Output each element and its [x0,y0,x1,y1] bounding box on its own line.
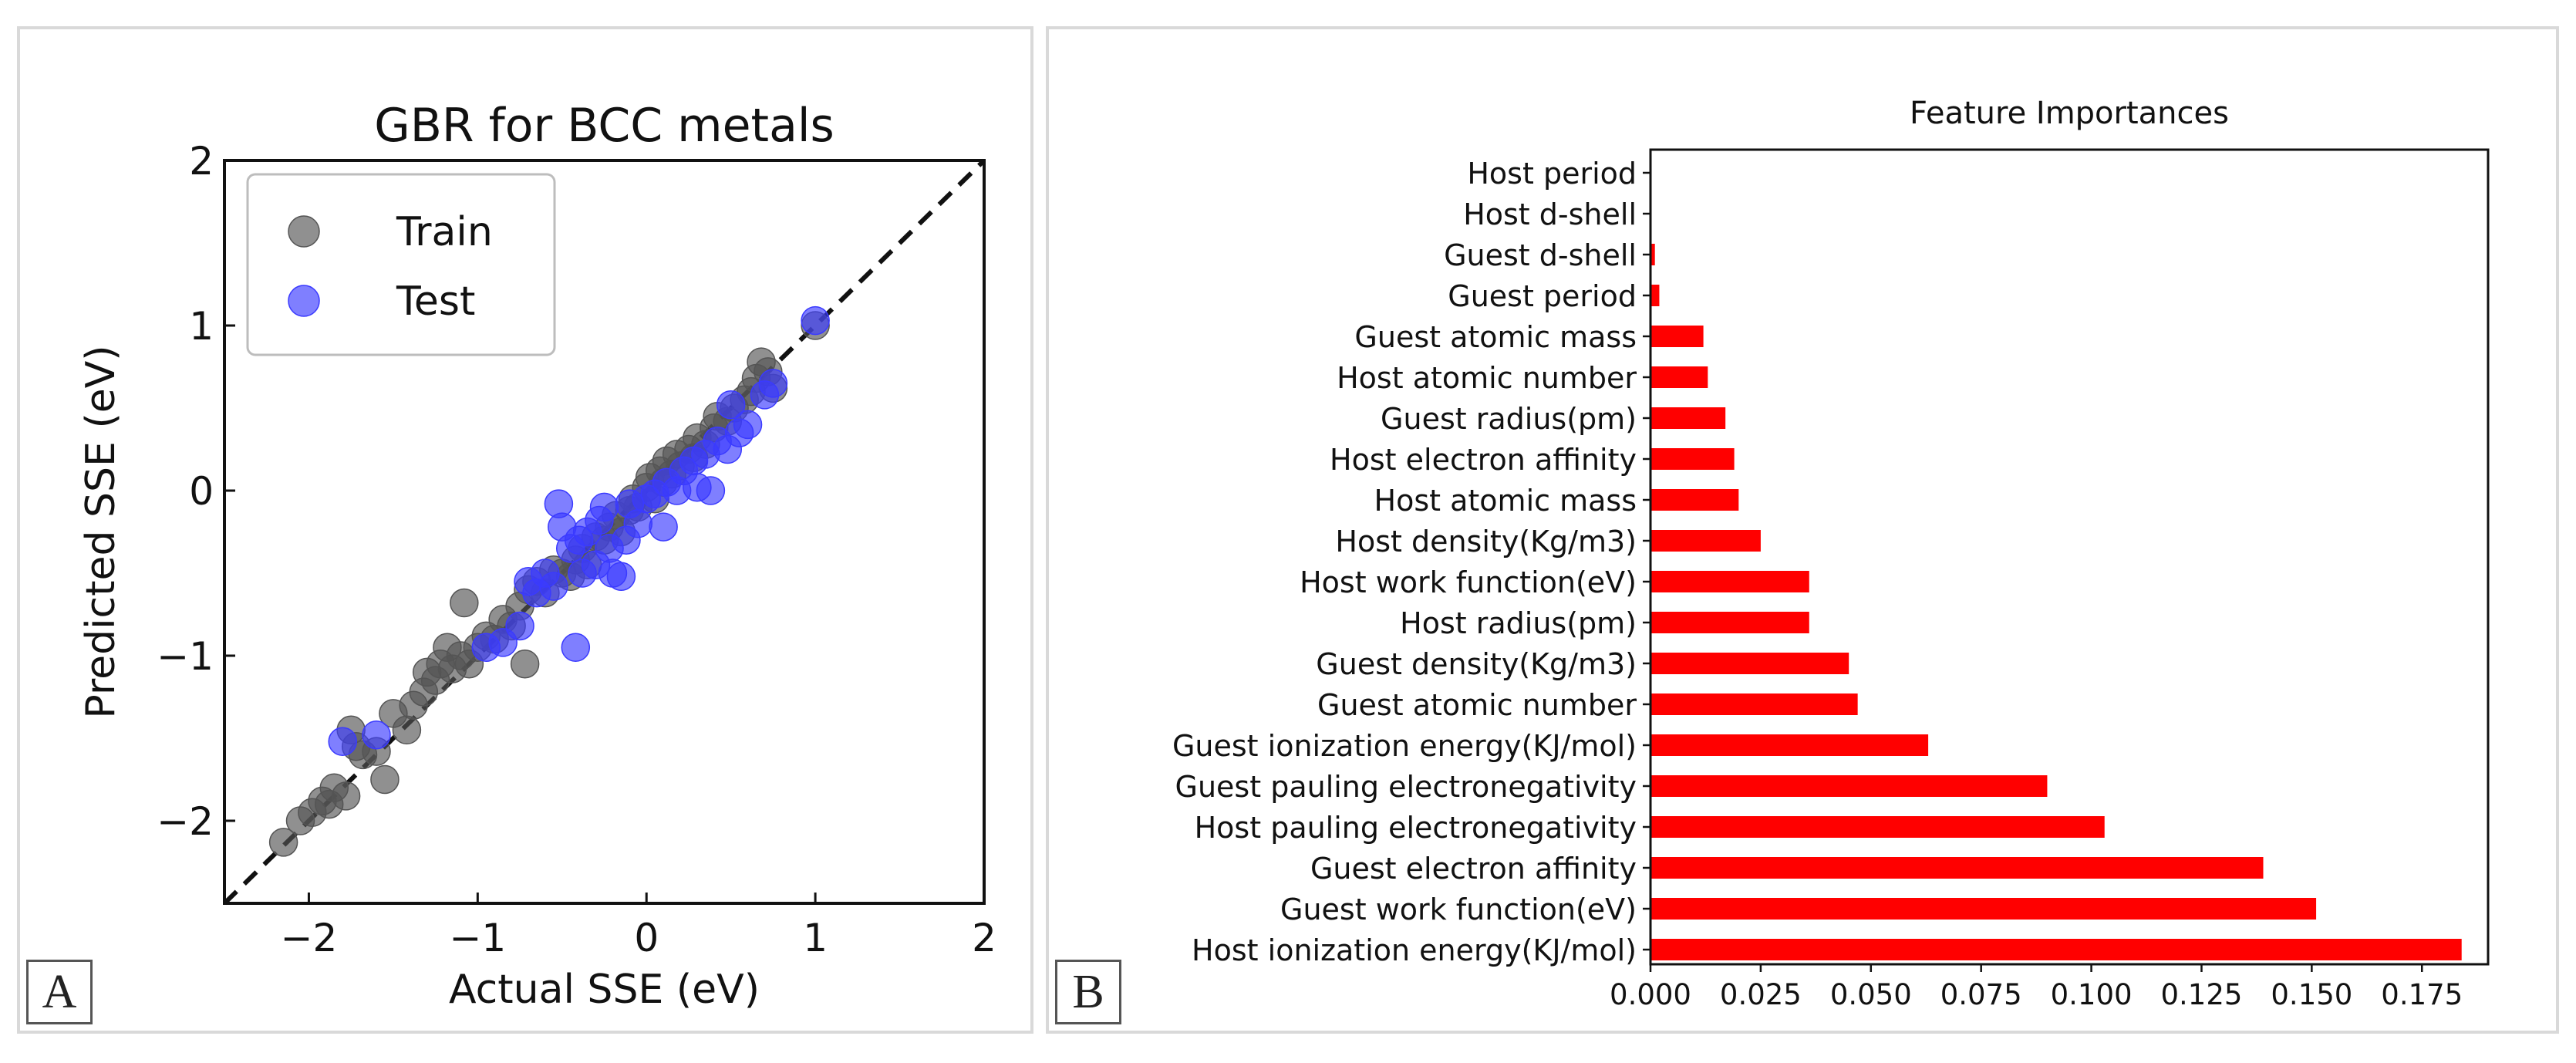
y-axis-label: Predicted SSE (eV) [78,345,124,718]
x-tick-label: −1 [449,916,506,960]
category-label: Host pauling electronegativity [1195,811,1637,845]
category-label: Guest d-shell [1444,238,1637,272]
legend-marker-test [288,285,320,317]
category-label: Host period [1467,157,1637,191]
bar [1650,653,1849,674]
x-tick-label: 0.175 [2381,978,2463,1011]
y-tick-label: −1 [157,634,214,679]
category-label: Guest electron affinity [1310,852,1637,886]
x-tick-label: −2 [281,916,338,960]
x-tick-label: 0.100 [2051,978,2133,1011]
legend-label-test: Test [396,278,475,325]
y-tick-label: 0 [189,469,214,514]
category-label: Guest radius(pm) [1381,402,1637,436]
panel-a: GBR for BCC metals −2 −1 0 1 2 −2 −1 0 1 2 Actual S… [17,26,1033,1034]
bar [1650,816,2105,838]
panel-label-b: B [1055,960,1121,1024]
x-tick-label: 0.025 [1720,978,1802,1011]
plot-frame [223,159,986,905]
bar [1650,734,1929,756]
category-label: Host atomic mass [1374,484,1637,518]
bar-chart: Feature Importances Host period Host d-she… [1172,96,2490,1011]
bar [1650,939,2462,960]
bar [1650,898,2317,920]
train-point [268,828,298,857]
x-tick-label: 0.125 [2161,978,2243,1011]
test-point [362,720,391,750]
train-point [331,781,361,811]
train-point [392,715,422,745]
test-point [649,512,678,542]
test-point [623,509,653,538]
bar [1650,489,1739,511]
bar [1650,326,1704,347]
test-point [561,633,591,663]
bar [1650,857,2264,879]
chart-title: Feature Importances [1910,96,2229,131]
bar [1650,244,1655,265]
x-tick-label: 2 [972,916,996,960]
bar [1650,571,1809,592]
test-point [801,305,830,336]
bar [1650,366,1708,388]
test-point [606,562,636,592]
test-point [589,492,619,522]
bar [1650,612,1809,633]
y-tick-label: 1 [189,304,214,349]
plot-frame [1649,148,2490,966]
category-label: Host work function(eV) [1300,565,1637,599]
x-tick-label: 0.075 [1940,978,2022,1011]
scatter-plot: GBR for BCC metals −2 −1 0 1 2 −2 −1 0 1 2 Actual S… [78,99,996,1013]
category-label: Host density(Kg/m3) [1335,525,1637,558]
category-label: Guest density(Kg/m3) [1316,647,1637,681]
bar [1650,693,1858,715]
bar [1650,448,1735,470]
x-tick-label: 0.150 [2271,978,2352,1011]
x-axis-label: Actual SSE (eV) [449,967,760,1013]
train-point [510,649,540,679]
legend-box [246,173,556,356]
panel-label-a: A [26,960,93,1024]
test-point [328,727,357,757]
x-tick-label: 0.050 [1830,978,1912,1011]
bar [1650,285,1660,306]
category-label: Guest period [1448,279,1637,313]
category-label: Guest atomic mass [1354,320,1637,354]
bar [1650,407,1726,429]
test-point [716,390,746,420]
category-label: Host electron affinity [1330,443,1637,477]
x-tick-label: 0.000 [1610,978,1691,1011]
legend-label-train: Train [396,209,493,255]
category-label: Guest pauling electronegativity [1175,770,1637,804]
test-point [539,572,568,601]
legend-marker-train [288,215,320,248]
x-tick-label: 0 [634,916,659,960]
test-point [758,369,788,398]
category-label: Host d-shell [1463,197,1637,231]
chart-title: GBR for BCC metals [374,99,835,153]
category-label: Guest atomic number [1317,688,1637,722]
y-tick-label: 2 [189,139,214,184]
test-point [505,611,534,641]
category-label: Host atomic number [1337,361,1637,395]
bar [1650,775,2048,797]
test-point [733,410,763,440]
panel-b: Feature Importances Host period Host d-she… [1046,26,2559,1034]
y-tick-label: −2 [157,799,214,844]
train-point [370,764,400,795]
category-label: Guest ionization energy(KJ/mol) [1172,729,1637,763]
x-tick-label: 1 [803,916,828,960]
category-label: Host radius(pm) [1400,606,1637,640]
train-point [450,588,479,618]
test-point [696,476,726,505]
category-label: Host ionization energy(KJ/mol) [1192,933,1637,967]
bar [1650,530,1761,552]
category-label: Guest work function(eV) [1280,893,1637,926]
